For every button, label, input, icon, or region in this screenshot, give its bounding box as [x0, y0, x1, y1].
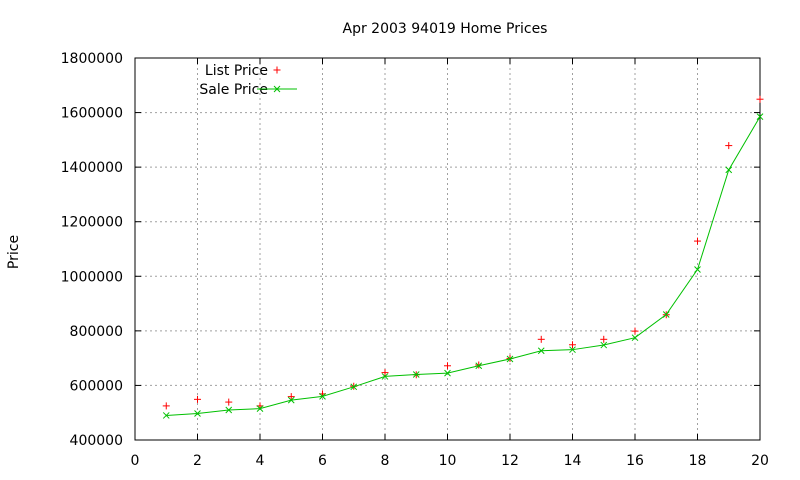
marker-stroke [694, 266, 701, 273]
marker-stroke [319, 392, 326, 400]
x-tick-label: 16 [626, 453, 644, 469]
list-price-point [381, 369, 389, 377]
sale-price-point [631, 334, 639, 342]
x-tick-label: 20 [751, 453, 769, 469]
list-price-point [569, 341, 576, 349]
list-price-point [725, 142, 733, 150]
x-tick-label: 18 [689, 453, 707, 469]
grid [135, 58, 760, 440]
sale-price-point [162, 412, 170, 419]
y-tick-label: 1200000 [61, 215, 123, 231]
sale-price-point [662, 311, 670, 318]
legend-marker-list-price [273, 66, 281, 74]
sale-price-point [444, 369, 451, 377]
y-tick-label: 1000000 [61, 269, 123, 285]
sale-price-point [506, 355, 514, 363]
x-tick-label: 0 [131, 453, 140, 469]
list-price-point [194, 395, 201, 403]
list-price-point [600, 335, 608, 343]
axes [134, 57, 761, 441]
marker-stroke [662, 311, 670, 318]
marker-stroke [287, 396, 295, 404]
marker-stroke [273, 85, 281, 93]
sale-price-point [694, 266, 701, 273]
x-tick-label: 14 [564, 453, 582, 469]
sale-price-point [756, 113, 764, 121]
legend-marker-sale-price [273, 85, 281, 93]
list-price-point [537, 335, 545, 343]
list-price-point [756, 95, 764, 103]
marker-stroke [631, 334, 639, 342]
sale-price-point [256, 405, 264, 412]
sale-price-point [225, 406, 233, 414]
list-price-point [694, 237, 701, 245]
marker-stroke [162, 412, 170, 419]
marker-stroke [756, 113, 764, 121]
list-price-point [225, 398, 233, 406]
marker-stroke [350, 383, 358, 391]
marker-stroke [537, 347, 545, 355]
marker-stroke [256, 405, 264, 412]
list-price-point [162, 402, 170, 410]
list-price-point [444, 362, 451, 370]
x-tick-label: 10 [439, 453, 457, 469]
sale-price-point [412, 371, 420, 378]
y-tick-label: 400000 [70, 433, 123, 449]
sale-price-point [350, 383, 358, 391]
marker-stroke [725, 166, 733, 174]
sale-price-point [194, 410, 201, 417]
series [162, 95, 764, 419]
marker-stroke [194, 410, 201, 417]
marker-stroke [475, 362, 483, 370]
x-tick-label: 4 [256, 453, 265, 469]
sale-price-point [569, 346, 576, 354]
marker-stroke [444, 369, 451, 377]
sale-price-point [381, 373, 389, 380]
marker-stroke [600, 341, 608, 349]
sale-price-point [287, 396, 295, 404]
y-tick-label: 1800000 [61, 51, 123, 67]
chart-title: Apr 2003 94019 Home Prices [343, 21, 548, 37]
y-tick-label: 600000 [70, 378, 123, 394]
x-tick-label: 12 [501, 453, 519, 469]
y-tick-label: 800000 [70, 324, 123, 340]
marker-stroke [506, 355, 514, 363]
sale-price-point [725, 166, 733, 174]
sale-price-point [475, 362, 483, 370]
marker-stroke [225, 406, 233, 414]
marker-stroke [381, 373, 389, 380]
legend-label-sale-price: Sale Price [199, 82, 268, 98]
sale-price-line [166, 116, 761, 416]
sale-price-point [600, 341, 608, 349]
legend-label-list-price: List Price [205, 63, 268, 79]
tick-labels: 0 2 4 6 8 10 12 14 16 18 20 400000 600000 800000 10000… [61, 51, 769, 469]
sale-price-point [537, 347, 545, 355]
x-tick-label: 2 [193, 453, 202, 469]
series-sale-price [162, 113, 764, 419]
y-axis-label: Price [6, 235, 22, 269]
x-tick-label: 6 [318, 453, 327, 469]
list-price-point [631, 327, 639, 335]
sale-price-point [319, 392, 326, 400]
y-tick-label: 1600000 [61, 106, 123, 122]
marker-stroke [412, 371, 420, 378]
legend: List Price Sale Price [199, 63, 297, 98]
y-tick-label: 1400000 [61, 160, 123, 176]
x-tick-label: 8 [381, 453, 390, 469]
list-price-point [287, 393, 295, 401]
marker-stroke [569, 346, 576, 354]
